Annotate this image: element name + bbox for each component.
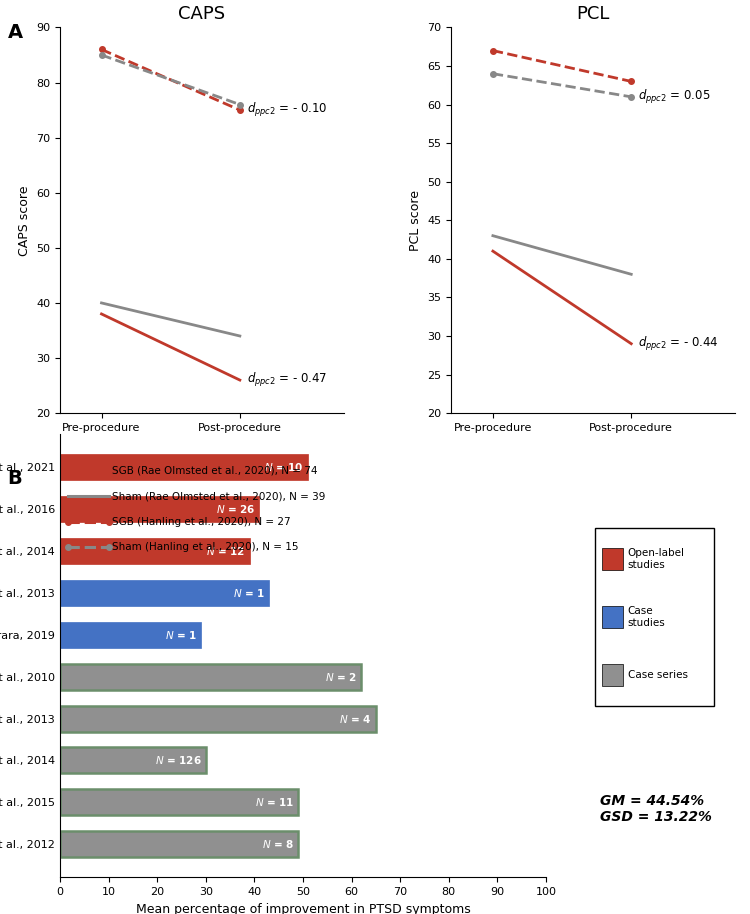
Text: Case
studies: Case studies <box>628 606 665 628</box>
Text: Case series: Case series <box>628 670 688 680</box>
Text: Sham (Hanling et al., 2020), N = 15: Sham (Hanling et al., 2020), N = 15 <box>112 543 299 552</box>
Bar <box>60 790 298 815</box>
Text: $d_{ppc2}$ = 0.05: $d_{ppc2}$ = 0.05 <box>638 88 710 106</box>
Text: SGB (Rae Olmsted et al., 2020), N = 74: SGB (Rae Olmsted et al., 2020), N = 74 <box>112 466 318 475</box>
Bar <box>60 579 269 606</box>
Text: B: B <box>8 469 22 488</box>
Text: SGB (Hanling et al., 2020), N = 27: SGB (Hanling et al., 2020), N = 27 <box>112 517 291 526</box>
Text: $N$ = 2: $N$ = 2 <box>326 671 358 683</box>
Text: $d_{ppc2}$ = - 0.44: $d_{ppc2}$ = - 0.44 <box>638 335 719 353</box>
Y-axis label: CAPS score: CAPS score <box>17 185 31 256</box>
Bar <box>60 706 376 731</box>
Text: Sham (Rae Olmsted et al., 2020), N = 39: Sham (Rae Olmsted et al., 2020), N = 39 <box>112 492 326 501</box>
Text: $N$ = 1: $N$ = 1 <box>165 629 197 641</box>
Text: $N$ = 10: $N$ = 10 <box>264 461 304 473</box>
Bar <box>60 832 298 857</box>
Text: $d_{ppc2}$ = - 0.47: $d_{ppc2}$ = - 0.47 <box>247 371 327 389</box>
Text: Open-label
studies: Open-label studies <box>628 548 685 569</box>
Bar <box>60 537 250 564</box>
Text: $N$ = 1: $N$ = 1 <box>233 587 265 599</box>
X-axis label: Mean percentage of improvement in PTSD symptoms: Mean percentage of improvement in PTSD s… <box>136 903 470 914</box>
Bar <box>60 454 308 480</box>
Bar <box>60 496 260 522</box>
Bar <box>60 664 362 689</box>
Text: A: A <box>8 23 22 42</box>
Text: GM = 44.54%
GSD = 13.22%: GM = 44.54% GSD = 13.22% <box>600 793 712 824</box>
Text: $N$ = 11: $N$ = 11 <box>255 796 294 808</box>
Text: $N$ = 12: $N$ = 12 <box>206 545 246 557</box>
Text: $N$ = 126: $N$ = 126 <box>155 754 202 767</box>
Text: $N$ = 26: $N$ = 26 <box>216 503 255 515</box>
Title: CAPS: CAPS <box>178 5 225 23</box>
Bar <box>60 622 201 648</box>
Bar <box>60 748 206 773</box>
Title: PCL: PCL <box>577 5 610 23</box>
Text: $N$ = 4: $N$ = 4 <box>340 713 372 725</box>
Text: $N$ = 8: $N$ = 8 <box>262 838 294 850</box>
Text: $d_{ppc2}$ = - 0.10: $d_{ppc2}$ = - 0.10 <box>247 101 328 119</box>
Y-axis label: PCL score: PCL score <box>409 190 422 250</box>
